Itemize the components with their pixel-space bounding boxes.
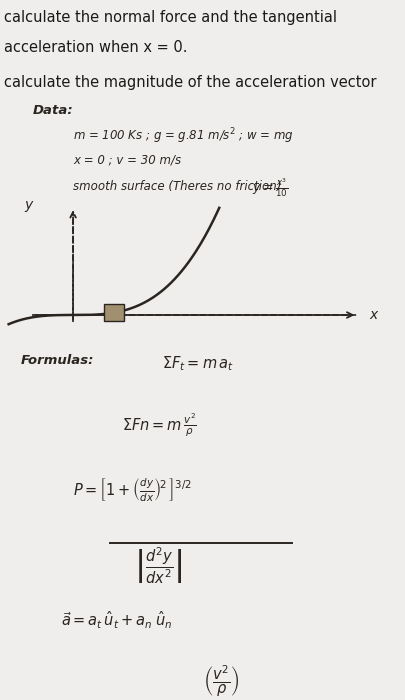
Text: acceleration when x = 0.: acceleration when x = 0.: [4, 40, 187, 55]
Text: calculate the magnitude of the acceleration vector: calculate the magnitude of the accelerat…: [4, 75, 375, 90]
Text: $\vec{a}=a_t\,\hat{u}_t + a_n\;\hat{u}_n$: $\vec{a}=a_t\,\hat{u}_t + a_n\;\hat{u}_n…: [61, 610, 172, 631]
Text: x: x: [369, 308, 377, 322]
Text: calculate the normal force and the tangential: calculate the normal force and the tange…: [4, 10, 336, 25]
Text: $y=\frac{x^3}{10}$: $y=\frac{x^3}{10}$: [251, 176, 287, 199]
Text: m = 100 Ks ; g = g.81 m/s$^2$ ; w = mg: m = 100 Ks ; g = g.81 m/s$^2$ ; w = mg: [73, 126, 293, 146]
Text: smooth surface (Theres no friction): smooth surface (Theres no friction): [73, 180, 281, 193]
Text: x = 0 ; v = 30 m/s: x = 0 ; v = 30 m/s: [73, 153, 181, 167]
Text: $\Sigma Fn = m\,\frac{v^2}{\rho}$: $\Sigma Fn = m\,\frac{v^2}{\rho}$: [122, 412, 196, 439]
Text: Formulas:: Formulas:: [20, 354, 94, 367]
Text: $\left(\dfrac{v^2}{\rho}\right)$: $\left(\dfrac{v^2}{\rho}\right)$: [202, 664, 239, 699]
Text: Data:: Data:: [32, 104, 73, 118]
Text: $\left|\dfrac{d^2y}{dx^2}\right|$: $\left|\dfrac{d^2y}{dx^2}\right|$: [134, 545, 182, 586]
Bar: [103, 304, 124, 321]
Text: y: y: [24, 197, 32, 211]
Text: $P=\left[1+\left(\frac{dy}{dx}\right)^{\!2}\,\right]^{3/2}$: $P=\left[1+\left(\frac{dy}{dx}\right)^{\…: [73, 477, 191, 504]
Text: $\Sigma F_t = m\,a_t$: $\Sigma F_t = m\,a_t$: [162, 354, 234, 372]
